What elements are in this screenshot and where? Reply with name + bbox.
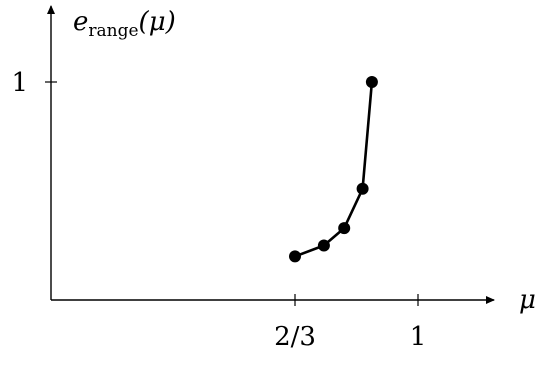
tick-layer: 2/3 1 1 [11, 68, 426, 352]
x-tick-label: 1 [410, 322, 427, 352]
y-axis-label: erange(μ) [73, 7, 176, 41]
data-point [356, 182, 369, 195]
data-point [365, 76, 378, 88]
data-point [317, 239, 330, 252]
x-tick-label: 2/3 [274, 322, 316, 352]
data-point [338, 222, 351, 235]
y-axis-label-arg: (μ) [139, 7, 176, 37]
series-layer [289, 76, 378, 263]
series-line [294, 81, 374, 258]
y-axis-label-subscript: range [88, 21, 138, 41]
x-axis-label: μ [519, 285, 536, 315]
y-axis-label-base: e [73, 7, 88, 37]
data-point [289, 250, 301, 263]
y-tick-label: 1 [11, 68, 28, 98]
